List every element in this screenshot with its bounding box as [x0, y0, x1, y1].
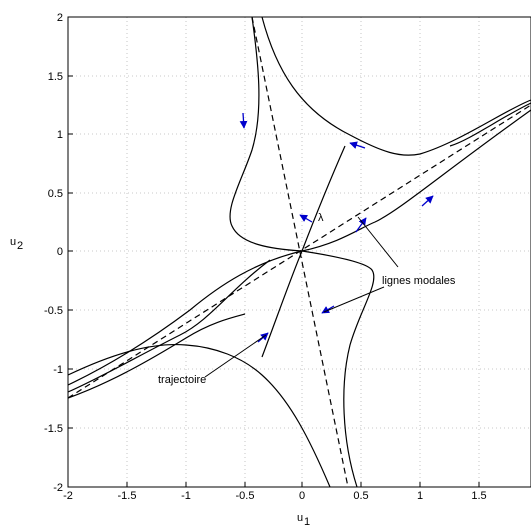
curve-bottom-left: [68, 250, 303, 386]
x-tick-labels: -2 -1.5 -1 -0.5 0 0.5 1 1.5: [63, 490, 487, 502]
x-tick-label: 1: [417, 490, 423, 502]
curve-right-upper: [301, 109, 531, 252]
svg-text:2: 2: [17, 240, 23, 252]
y-tick-label: -2: [53, 482, 63, 494]
y-tick-label: 0.5: [48, 188, 63, 200]
curve-bottom-mid: [301, 250, 375, 487]
y-tick-label: 1: [57, 129, 63, 141]
y-tick-label: -1.5: [44, 423, 63, 435]
plot-frame: [67, 16, 531, 488]
annotation-lambda: λ: [318, 212, 324, 224]
y-axis-ticks: [68, 75, 73, 429]
svg-text:1: 1: [304, 516, 310, 527]
curve-top-right: [261, 17, 531, 156]
curve-bottom-right-arc: [68, 343, 331, 487]
curve-bottom-left-lower: [68, 313, 246, 399]
x-tick-label: -1: [181, 490, 191, 502]
x-tick-label: 0: [299, 490, 305, 502]
y-axis-label: u 2: [10, 236, 23, 252]
x-tick-label: -1.5: [118, 490, 137, 502]
y-tick-label: -1: [53, 364, 63, 376]
y-tick-label: 2: [57, 12, 63, 24]
annotation-pointers: [204, 216, 399, 378]
curve-top-right-upper: [449, 102, 531, 147]
x-axis-label: u 1: [297, 512, 310, 527]
y-tick-label: -0.5: [44, 305, 63, 317]
svg-text:u: u: [10, 236, 16, 248]
svg-text:u: u: [297, 512, 303, 524]
x-axis-ticks: [126, 482, 480, 487]
trajectory: [261, 145, 346, 358]
x-tick-label: 0.5: [353, 490, 368, 502]
y-tick-label: 1.5: [48, 71, 63, 83]
x-tick-label: -0.5: [236, 490, 255, 502]
annotation-lignes-modales: lignes modales: [382, 275, 456, 287]
annotation-trajectoire: trajectoire: [158, 374, 206, 386]
curve-top-left-branch: [229, 17, 303, 252]
x-tick-label: 1.5: [471, 490, 486, 502]
curve-left-lower: [68, 259, 271, 393]
y-tick-label: 0: [57, 246, 63, 258]
y-tick-labels: 2 1.5 1 0.5 0 -0.5 -1 -1.5 -2: [44, 12, 63, 494]
x-tick-label: -2: [63, 490, 73, 502]
